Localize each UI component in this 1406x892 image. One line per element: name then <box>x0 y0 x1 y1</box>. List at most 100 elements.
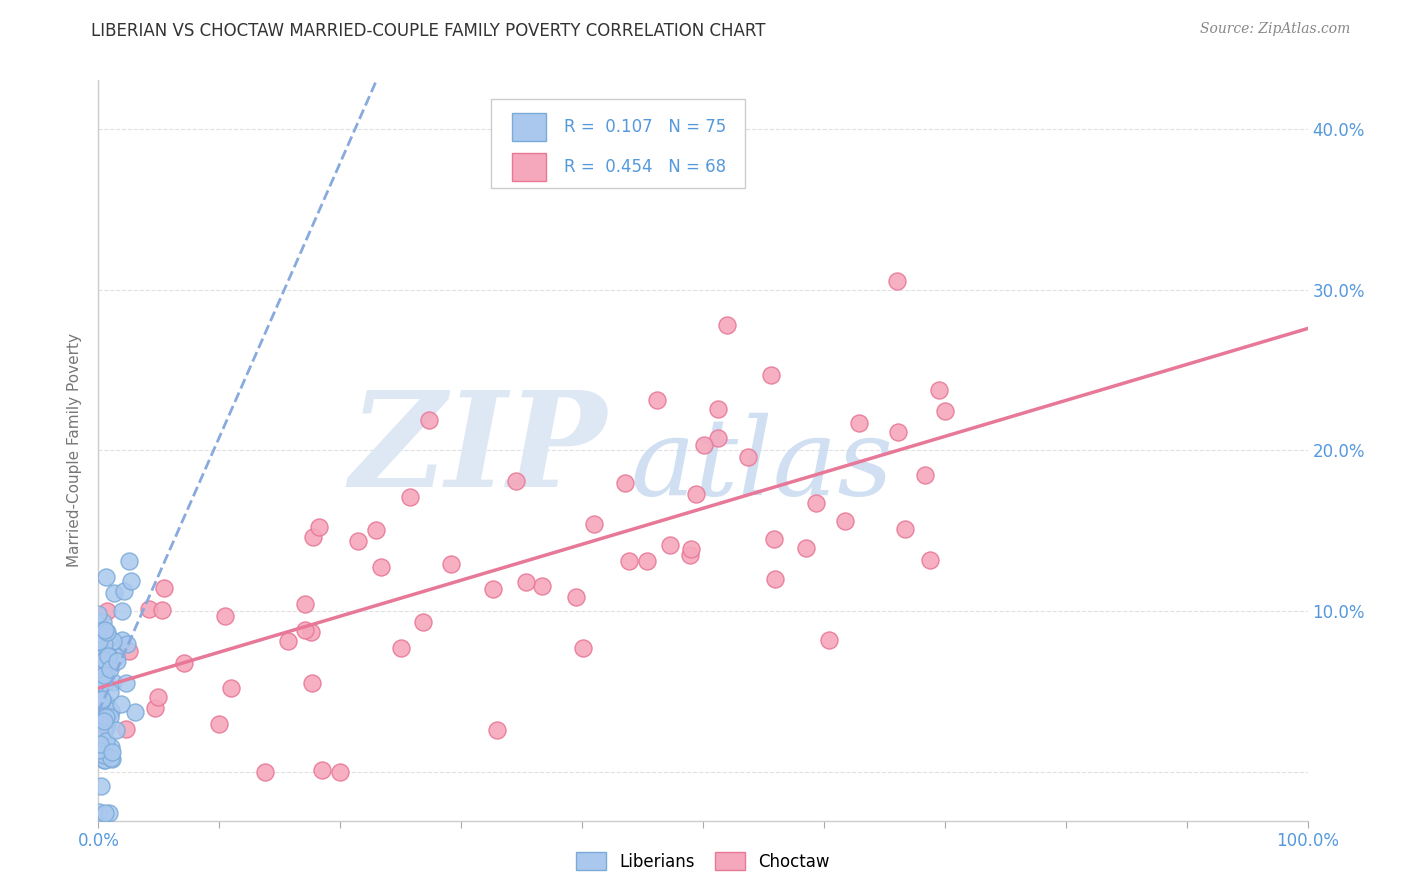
Point <box>98 631 121 645</box>
Point <box>294 623 316 637</box>
Point <box>93 723 115 738</box>
Point <box>530 578 553 592</box>
Point <box>89 711 111 725</box>
Point <box>93 677 115 691</box>
Text: Source: ZipAtlas.com: Source: ZipAtlas.com <box>1199 22 1350 37</box>
Point <box>153 581 176 595</box>
Point <box>219 681 242 695</box>
Point <box>658 538 681 552</box>
Point <box>94 733 117 747</box>
Point <box>94 570 117 584</box>
Point <box>94 643 117 657</box>
Point <box>762 532 785 546</box>
Point <box>887 425 910 439</box>
Point <box>515 574 537 589</box>
Point <box>100 751 122 765</box>
Point <box>91 659 114 673</box>
Text: atlas: atlas <box>630 413 893 518</box>
Point <box>759 368 782 383</box>
Point <box>94 753 117 767</box>
Point <box>173 657 195 671</box>
Point <box>93 716 115 731</box>
Y-axis label: Married-Couple Family Poverty: Married-Couple Family Poverty <box>67 334 83 567</box>
Point <box>90 623 112 637</box>
Point <box>91 692 114 706</box>
Point <box>87 669 110 683</box>
Point <box>105 723 128 738</box>
Point <box>294 597 316 611</box>
Point <box>115 676 138 690</box>
Point <box>94 720 117 734</box>
Point <box>329 765 352 780</box>
Point <box>111 604 134 618</box>
Point <box>93 624 115 638</box>
Point <box>93 714 115 728</box>
Point <box>138 602 160 616</box>
Point <box>389 641 412 656</box>
Point <box>91 665 114 679</box>
Point <box>94 805 117 820</box>
Point <box>94 666 117 681</box>
Text: R =  0.454   N = 68: R = 0.454 N = 68 <box>564 158 725 176</box>
Point <box>120 574 142 588</box>
Point <box>96 625 118 640</box>
Point <box>110 697 132 711</box>
Point <box>253 765 276 780</box>
Point <box>311 764 333 778</box>
Point <box>207 716 229 731</box>
Point <box>105 649 128 664</box>
Point <box>94 707 117 722</box>
Point <box>143 701 166 715</box>
Point <box>87 607 110 622</box>
Point <box>716 318 738 332</box>
Point <box>115 722 138 736</box>
Point <box>93 648 115 662</box>
Point <box>308 520 330 534</box>
Point <box>150 603 173 617</box>
Point <box>914 467 936 482</box>
Point <box>582 516 605 531</box>
Point <box>693 438 716 452</box>
Point <box>617 554 640 568</box>
Point <box>93 637 115 651</box>
Point <box>97 649 120 664</box>
Point <box>418 412 440 426</box>
Point <box>737 450 759 464</box>
Point <box>301 676 323 690</box>
Point <box>96 604 118 618</box>
Legend: Liberians, Choctaw: Liberians, Choctaw <box>568 844 838 879</box>
Point <box>90 703 112 717</box>
Point <box>101 634 124 648</box>
Point <box>124 705 146 719</box>
Point <box>277 634 299 648</box>
Point <box>794 541 817 556</box>
Point <box>91 615 114 630</box>
FancyBboxPatch shape <box>492 99 745 187</box>
Point <box>100 709 122 723</box>
Point <box>886 274 908 288</box>
Point <box>486 723 509 738</box>
Point <box>105 654 128 668</box>
Point <box>214 609 236 624</box>
Point <box>934 404 956 418</box>
Point <box>91 693 114 707</box>
Point <box>613 476 636 491</box>
Point <box>93 667 115 681</box>
Point <box>366 523 388 537</box>
Point <box>399 490 422 504</box>
Point <box>101 675 124 690</box>
Point <box>117 637 139 651</box>
Point <box>91 677 114 691</box>
Point <box>834 514 856 528</box>
Point <box>928 383 950 397</box>
Point <box>707 401 730 416</box>
Point <box>89 805 111 820</box>
Point <box>572 641 595 656</box>
Point <box>89 737 111 751</box>
Point <box>89 747 111 761</box>
Point <box>101 752 124 766</box>
Point <box>87 690 110 704</box>
Point <box>564 590 586 604</box>
Point <box>685 487 707 501</box>
Point <box>299 625 322 640</box>
